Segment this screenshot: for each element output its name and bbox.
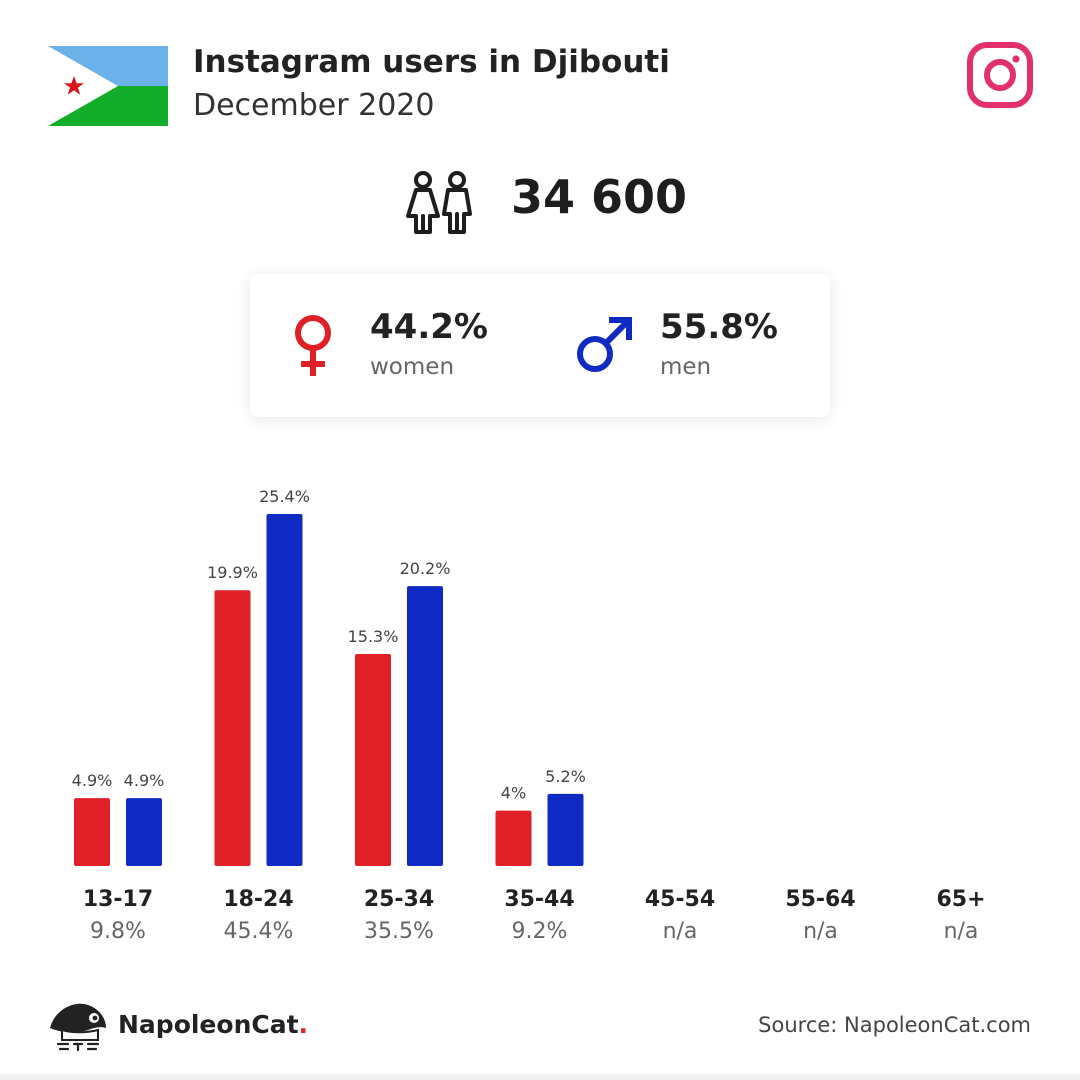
- age-group-total-55-64: n/a: [803, 919, 838, 944]
- bar-women-35-44: [495, 810, 532, 866]
- brand-name: NapoleonCat: [118, 1010, 299, 1039]
- bar-label-men-13-17: 4.9%: [124, 771, 165, 790]
- page-title: Instagram users in Djibouti: [193, 44, 670, 80]
- age-group-label-13-17: 13-17: [83, 887, 153, 912]
- men-label: men: [660, 354, 712, 380]
- age-group-label-25-34: 25-34: [364, 887, 434, 912]
- age-group-label-18-24: 18-24: [223, 887, 293, 912]
- bar-label-men-18-24: 25.4%: [259, 487, 310, 506]
- bar-men-35-44: [547, 793, 584, 866]
- bar-label-men-35-44: 5.2%: [545, 767, 586, 786]
- age-bar-chart: 4.9% 4.9% 13-17 9.8% 19.9% 25.4% 18-24 45.4% 15.…: [72, 487, 986, 944]
- age-group-label-65+: 65+: [936, 887, 985, 912]
- age-group-label-45-54: 45-54: [645, 887, 715, 912]
- age-group-total-35-44: 9.2%: [512, 919, 568, 944]
- age-group-total-13-17: 9.8%: [90, 919, 146, 944]
- age-group-label-55-64: 55-64: [785, 887, 855, 912]
- age-group-total-65+: n/a: [944, 919, 979, 944]
- age-group-total-18-24: 45.4%: [224, 919, 294, 944]
- female-symbol-icon: [295, 315, 331, 376]
- bar-label-women-25-34: 15.3%: [348, 627, 399, 646]
- age-group-label-35-44: 35-44: [504, 887, 574, 912]
- bar-women-18-24: [214, 590, 251, 866]
- age-group-total-45-54: n/a: [663, 919, 698, 944]
- napoleoncat-logo-icon: [50, 1003, 106, 1052]
- bar-label-women-35-44: 4%: [501, 784, 526, 803]
- people-icon: [406, 171, 472, 234]
- bar-label-men-25-34: 20.2%: [400, 559, 451, 578]
- bar-label-women-18-24: 19.9%: [207, 563, 258, 582]
- brand-logo-text[interactable]: NapoleonCat.: [118, 1010, 308, 1039]
- men-percentage: 55.8%: [660, 307, 778, 347]
- total-users: 34 600: [511, 170, 688, 224]
- djibouti-flag-icon: [48, 46, 168, 126]
- age-group-total-25-34: 35.5%: [364, 919, 434, 944]
- source-credit: Source: NapoleonCat.com: [758, 1013, 1031, 1037]
- brand-dot: .: [298, 1010, 309, 1039]
- women-label: women: [370, 354, 455, 380]
- male-symbol-icon: [577, 317, 632, 372]
- bar-men-13-17: [126, 798, 162, 866]
- bottom-strip: [0, 1074, 1080, 1080]
- bar-label-women-13-17: 4.9%: [72, 771, 113, 790]
- bar-men-18-24: [266, 514, 303, 866]
- bar-men-25-34: [407, 586, 443, 866]
- instagram-icon: [967, 42, 1033, 108]
- bar-women-25-34: [355, 653, 391, 866]
- page-subtitle: December 2020: [193, 88, 435, 123]
- gender-card: 44.2% women 55.8% men: [250, 274, 830, 417]
- bar-women-13-17: [74, 798, 110, 866]
- women-percentage: 44.2%: [370, 307, 488, 347]
